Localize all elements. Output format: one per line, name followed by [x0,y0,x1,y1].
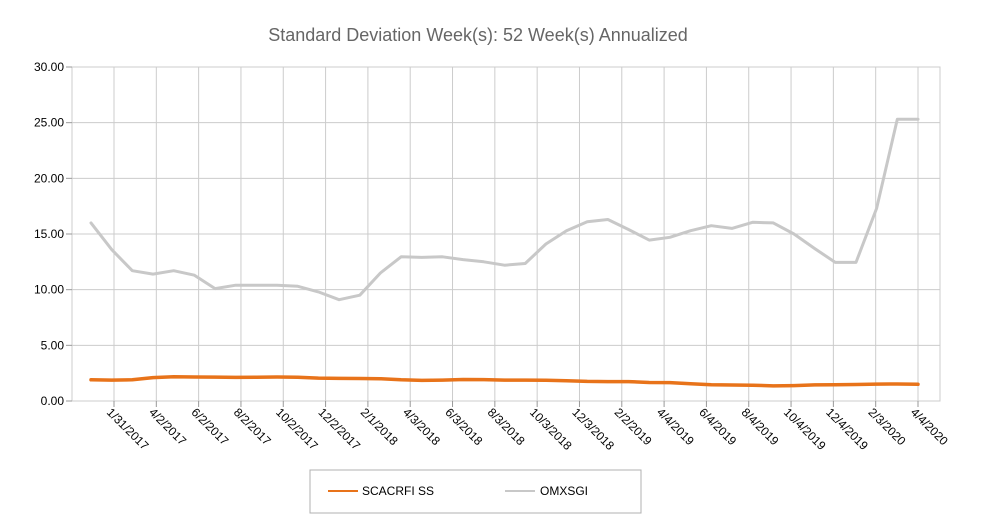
y-tick-label: 20.00 [34,171,64,185]
y-tick-label: 0.00 [41,394,65,408]
y-tick-label: 25.00 [34,116,64,130]
y-tick-label: 5.00 [41,338,65,352]
y-axis: 0.00 5.00 10.00 15.00 20.00 25.00 30.00 [34,60,72,408]
legend-box [309,469,642,514]
x-tick-label: 12/3/2018 [569,405,617,453]
y-tick-label: 30.00 [34,60,64,74]
x-tick-label: 6/3/2018 [442,405,485,448]
x-tick-label: 8/2/2017 [231,405,274,448]
chart-title: Standard Deviation Week(s): 52 Week(s) A… [268,25,688,45]
y-tick-label: 10.00 [34,283,64,297]
x-tick-label: 4/4/2019 [654,405,697,448]
x-tick-label: 2/3/2020 [866,405,909,448]
y-tick-label: 15.00 [34,227,64,241]
x-tick-label: 10/3/2018 [527,405,575,453]
series-line-scacrfi-ss [89,374,920,388]
x-tick-label: 2/2/2019 [612,405,655,448]
x-tick-label: 8/4/2019 [739,405,782,448]
legend-label-omxsgi: OMXSGI [540,484,588,498]
x-tick-label: 6/2/2017 [189,405,232,448]
grid-layer [71,66,941,402]
x-tick-label: 6/4/2019 [696,405,739,448]
x-tick-label: 12/2/2017 [315,405,363,453]
x-tick-label: 2/1/2018 [358,405,401,448]
legend-label-scacrfi: SCACRFI SS [362,484,434,498]
x-tick-label: 10/2/2017 [273,405,321,453]
x-tick-label: 4/2/2017 [146,405,189,448]
x-tick-label: 4/4/2020 [908,405,951,448]
x-tick-label: 4/3/2018 [400,405,443,448]
x-tick-label: 12/4/2019 [823,405,871,453]
x-tick-label: 10/4/2019 [781,405,829,453]
legend: SCACRFI SS OMXSGI [309,469,642,514]
series-line-omxsgi [89,117,920,302]
series-layer [89,117,920,388]
x-tick-label: 1/31/2017 [104,405,152,453]
x-tick-label: 8/3/2018 [485,405,528,448]
